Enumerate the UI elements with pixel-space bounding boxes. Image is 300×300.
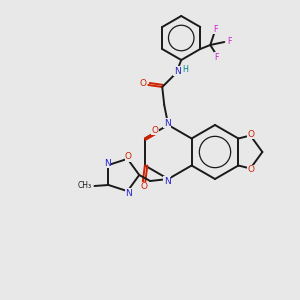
- Text: O: O: [140, 80, 147, 88]
- Text: F: F: [214, 52, 218, 62]
- Text: O: O: [140, 182, 147, 191]
- Text: N: N: [104, 158, 111, 167]
- Text: CH₃: CH₃: [77, 182, 92, 190]
- Text: F: F: [227, 38, 232, 46]
- Text: N: N: [164, 118, 171, 127]
- Text: N: N: [125, 189, 132, 198]
- Text: N: N: [164, 176, 171, 185]
- Text: N: N: [174, 67, 181, 76]
- Text: F: F: [213, 25, 218, 34]
- Text: O: O: [248, 130, 255, 139]
- Text: O: O: [248, 165, 255, 174]
- Text: O: O: [125, 152, 132, 161]
- Text: O: O: [152, 126, 158, 135]
- Text: H: H: [182, 65, 188, 74]
